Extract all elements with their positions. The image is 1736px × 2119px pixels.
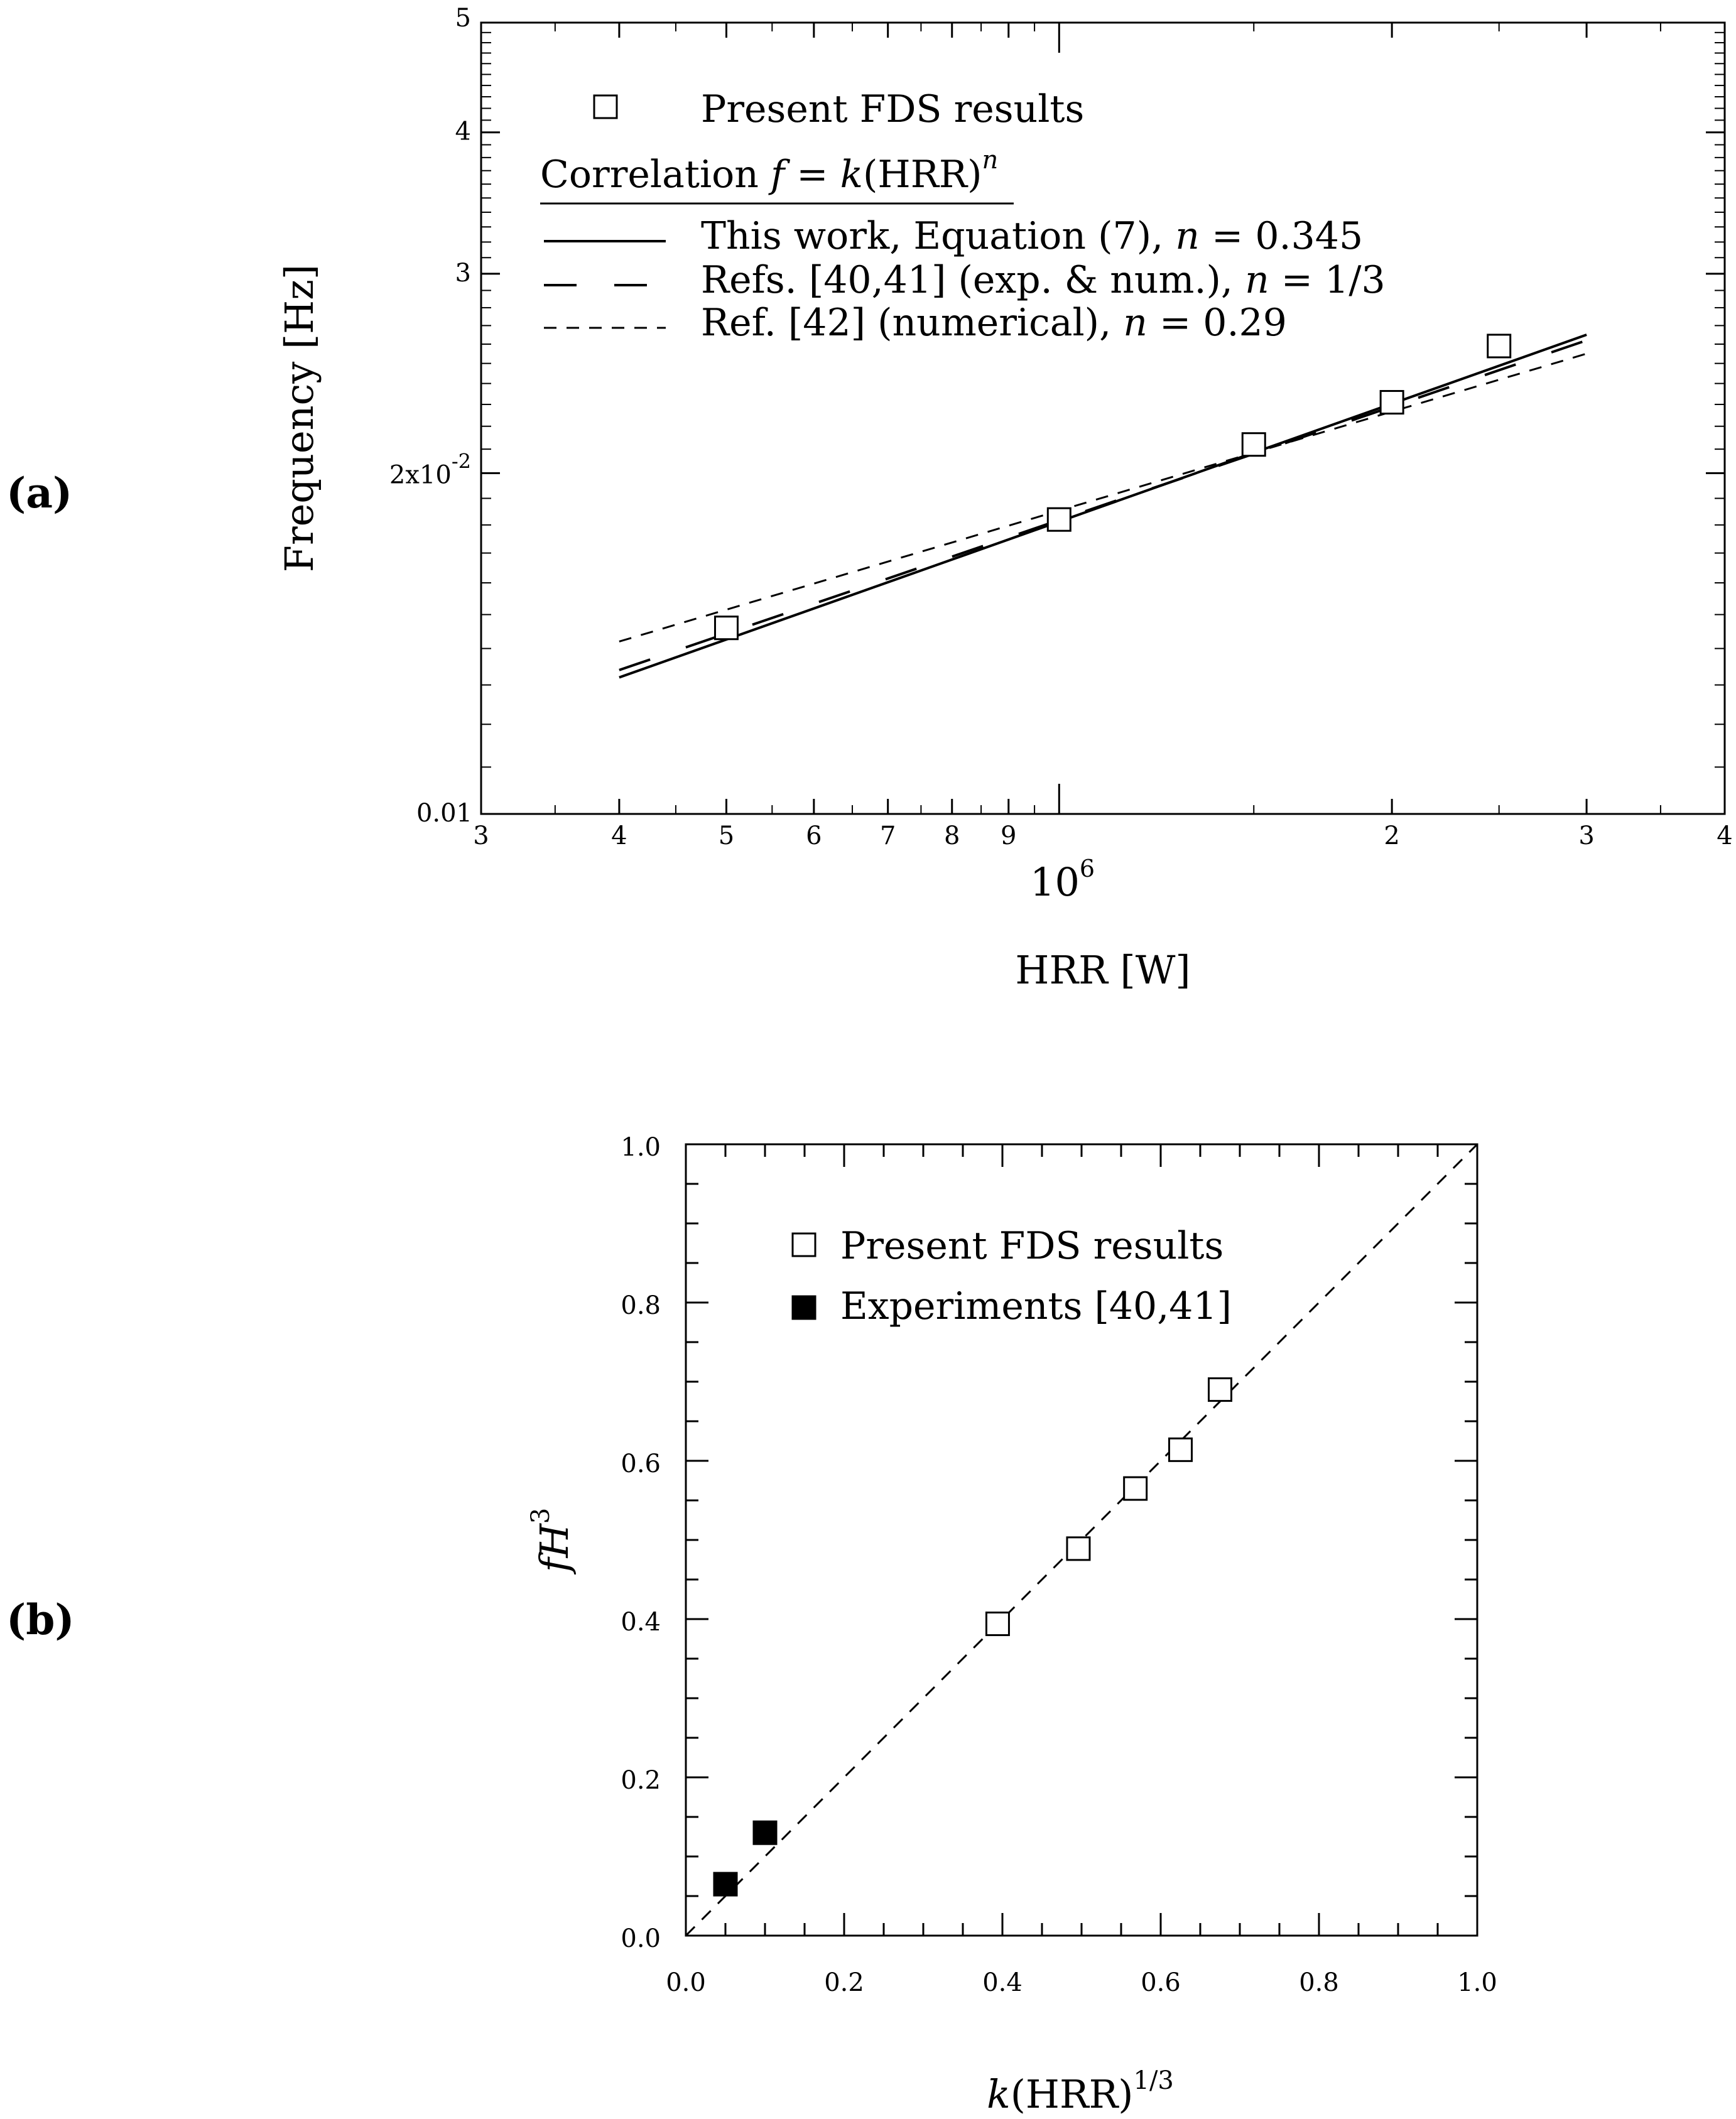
x-tick-label: 4	[1717, 821, 1732, 850]
data-point-fds	[985, 1612, 1010, 1637]
data-point-fds	[1168, 1437, 1193, 1462]
chart-b-points	[713, 1377, 1232, 1897]
legend-open-square-marker	[593, 94, 618, 119]
y-tick-label: 3	[455, 259, 471, 288]
legend-refs-40-41-label: Refs. [40,41] (exp. & num.), n = 1/3	[701, 258, 1386, 302]
data-point-fds	[1066, 1536, 1091, 1561]
legend-this-work-label: This work, Equation (7), n = 0.345	[701, 214, 1363, 258]
chart-b: 0.0 0.2 0.4 0.6 0.8 1.0 0.0 0.2 0.4 0.6 0.8 1.0 k(H…	[526, 1133, 1497, 2117]
panel-label-a: (a)	[6, 469, 72, 518]
x-tick-label: 6	[806, 821, 822, 850]
chart-b-lines	[685, 1143, 1478, 1937]
chart-b-legend: Present FDS results Experiments [40,41]	[791, 1224, 1232, 1328]
legend-correlation-title: Correlation f = k(HRR)n	[540, 146, 998, 197]
chart-a-x-axis-label: HRR [W]	[1015, 947, 1190, 993]
data-point-fds	[1123, 1476, 1148, 1501]
x-tick-label: 0.2	[824, 1968, 864, 1997]
series-line-shortdash	[619, 352, 1587, 642]
legend-b-open-square-marker	[791, 1232, 816, 1257]
data-point-fds	[713, 615, 739, 641]
chart-a-decade-label: 106	[1030, 855, 1095, 905]
x-tick-label: 9	[1001, 821, 1016, 850]
chart-a-legend: Present FDS results Correlation f = k(HR…	[540, 87, 1386, 345]
chart-a-y-axis-label: Frequency [Hz]	[276, 264, 322, 572]
data-point-fds	[1487, 333, 1512, 359]
chart-b-x-axis-label: k(HRR)1/3	[987, 2066, 1174, 2117]
chart-b-tick-labels: 0.0 0.2 0.4 0.6 0.8 1.0 0.0 0.2 0.4 0.6 0.8 1.0	[621, 1133, 1497, 1997]
y-tick-label: 0.4	[621, 1608, 661, 1637]
x-tick-label: 3	[1578, 821, 1594, 850]
legend-ref-42-label: Ref. [42] (numerical), n = 0.29	[701, 301, 1287, 345]
chart-a-lines	[619, 333, 1587, 679]
data-point-experiment	[713, 1872, 738, 1897]
x-tick-label: 7	[880, 821, 896, 850]
x-tick-label: 0.6	[1141, 1968, 1181, 1997]
x-tick-label: 4	[611, 821, 627, 850]
chart-a-points	[713, 333, 1512, 641]
data-point-fds	[1241, 432, 1266, 457]
legend-b-filled-square-marker	[791, 1295, 816, 1320]
chart-b-ticks	[685, 1143, 1478, 1937]
x-tick-label: 2	[1384, 821, 1399, 850]
chart-b-y-axis-label: fH3	[526, 1508, 577, 1574]
data-point-fds	[1046, 507, 1071, 532]
x-tick-label: 1.0	[1457, 1968, 1497, 1997]
panel-label-b: (b)	[6, 1595, 75, 1644]
y-tick-label: 0.0	[621, 1924, 661, 1953]
legend-b-experiments-label: Experiments [40,41]	[840, 1284, 1232, 1328]
chart-a: 3 4 5 6 7 8 9 2 3 4 0.01 2x10-2 3 4 5 106 HRR [W] Freq…	[276, 4, 1733, 993]
x-tick-label: 0.4	[982, 1968, 1023, 1997]
x-tick-label: 0.8	[1299, 1968, 1339, 1997]
data-point-experiment	[752, 1820, 778, 1845]
y-tick-label: 2x10-2	[389, 449, 471, 489]
x-tick-label: 8	[944, 821, 960, 850]
legend-b-fds-label: Present FDS results	[840, 1224, 1223, 1268]
y-tick-label: 5	[455, 4, 471, 33]
y-tick-label: 0.8	[621, 1291, 661, 1320]
data-point-fds	[1379, 390, 1404, 415]
y-tick-label: 0.6	[621, 1450, 661, 1478]
y-tick-label: 0.2	[621, 1766, 661, 1795]
legend-fds-label: Present FDS results	[701, 87, 1084, 131]
chart-a-ticks	[480, 23, 1726, 814]
x-tick-label: 3	[473, 821, 489, 850]
chart-a-tick-labels: 3 4 5 6 7 8 9 2 3 4 0.01 2x10-2 3 4 5	[389, 4, 1733, 850]
y-tick-label: 4	[455, 117, 471, 146]
series-line-longdash	[619, 339, 1587, 671]
x-tick-label: 5	[719, 821, 734, 850]
x-tick-label: 0.0	[666, 1968, 706, 1997]
series-line-diagonal	[685, 1143, 1478, 1937]
chart-a-frame	[480, 21, 1726, 815]
data-point-fds	[1208, 1377, 1232, 1402]
y-tick-label: 1.0	[621, 1133, 661, 1162]
y-tick-label: 0.01	[416, 799, 472, 828]
